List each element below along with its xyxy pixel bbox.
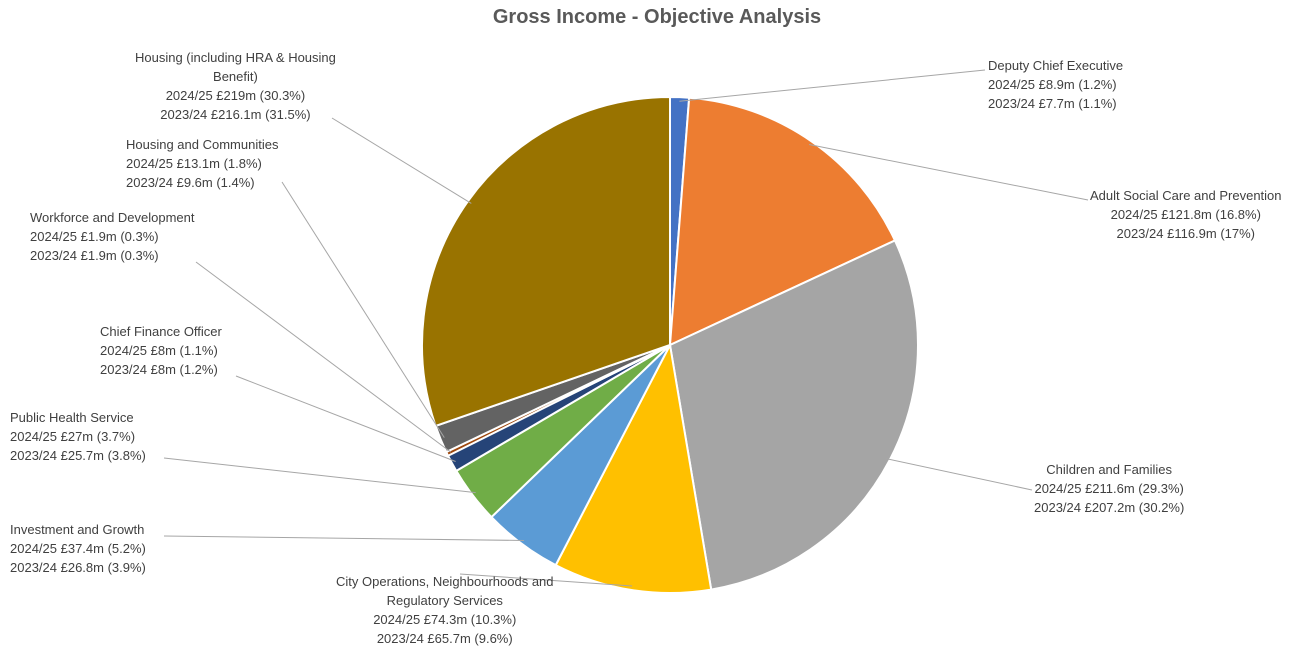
leader-lines bbox=[163, 69, 1089, 587]
leader-line bbox=[163, 535, 525, 541]
slice-label-line: 2024/25 £37.4m (5.2%) bbox=[10, 541, 146, 556]
leader-line bbox=[809, 144, 1089, 201]
slice-label-line: Deputy Chief Executive bbox=[988, 58, 1124, 73]
leader-line bbox=[885, 458, 1033, 491]
slice-label: Deputy Chief Executive 2024/25 £8.9m (1.2… bbox=[988, 56, 1123, 113]
slice-label-line: 2024/25 £1.9m (0.3%) bbox=[30, 229, 159, 244]
slice-label-line: Housing (including HRA & Housing bbox=[135, 50, 336, 65]
pie-slice bbox=[668, 96, 897, 347]
slice-label-line: 2024/25 £13.1m (1.8%) bbox=[126, 156, 262, 171]
slice-label: Housing and Communities 2024/25 £13.1m (1… bbox=[126, 135, 278, 192]
slice-label-line: Public Health Service bbox=[10, 410, 134, 425]
slice-label-line: 2023/24 £1.9m (0.3%) bbox=[30, 248, 159, 263]
slice-label-line: 2023/24 £65.7m (9.6%) bbox=[376, 631, 513, 646]
slice-label-line: 2023/24 £7.7m (1.1%) bbox=[988, 96, 1117, 111]
slice-label: Children and Families 2024/25 £211.6m (29… bbox=[1034, 460, 1184, 517]
pie-slice bbox=[554, 341, 713, 594]
slice-label-line: 2024/25 £219m (30.3%) bbox=[165, 88, 306, 103]
slice-label-line: 2023/24 £25.7m (3.8%) bbox=[10, 448, 146, 463]
slice-label-line: Regulatory Services bbox=[386, 593, 503, 608]
slice-label-line: 2024/25 £27m (3.7%) bbox=[10, 429, 136, 444]
slice-label-line: 2024/25 £8.9m (1.2%) bbox=[988, 77, 1117, 92]
slice-label: Housing (including HRA & Housing Benefit)… bbox=[135, 48, 336, 124]
slice-label-line: 2023/24 £207.2m (30.2%) bbox=[1034, 500, 1185, 515]
slice-label-line: 2024/25 £211.6m (29.3%) bbox=[1034, 481, 1184, 496]
slice-label-line: 2024/25 £121.8m (16.8%) bbox=[1110, 207, 1261, 222]
slice-label-line: Children and Families bbox=[1046, 462, 1173, 477]
leader-line bbox=[459, 573, 633, 587]
slice-label: Workforce and Development 2024/25 £1.9m (… bbox=[30, 208, 195, 265]
slice-label: City Operations, Neighbourhoods and Regul… bbox=[336, 572, 554, 648]
slice-label-line: City Operations, Neighbourhoods and bbox=[336, 574, 554, 589]
chart-title: Gross Income - Objective Analysis bbox=[492, 6, 822, 28]
slice-label-line: Adult Social Care and Prevention bbox=[1090, 188, 1282, 203]
slice-label-line: Benefit) bbox=[213, 69, 258, 84]
pie-slices bbox=[421, 95, 919, 594]
slice-label-line: 2023/24 £216.1m (31.5%) bbox=[160, 107, 311, 122]
leader-line bbox=[281, 181, 445, 438]
slice-label-line: Chief Finance Officer bbox=[100, 324, 222, 339]
leader-line bbox=[235, 375, 456, 462]
slice-label-line: 2023/24 £8m (1.2%) bbox=[100, 362, 218, 377]
slice-label-line: Housing and Communities bbox=[126, 137, 279, 152]
leader-line bbox=[679, 69, 986, 102]
slice-label: Adult Social Care and Prevention 2024/25 … bbox=[1090, 186, 1282, 243]
slice-label-line: 2024/25 £74.3m (10.3%) bbox=[373, 612, 517, 627]
leader-line bbox=[331, 117, 472, 204]
slice-label: Investment and Growth 2024/25 £37.4m (5.2… bbox=[10, 520, 146, 577]
slice-label-line: 2023/24 £26.8m (3.9%) bbox=[10, 560, 146, 575]
slice-label-line: Investment and Growth bbox=[10, 522, 145, 537]
leader-line bbox=[163, 457, 476, 494]
slice-label-line: 2023/24 £116.9m (17%) bbox=[1116, 226, 1256, 241]
pie-slice bbox=[668, 239, 919, 591]
slice-label-line: Workforce and Development bbox=[30, 210, 195, 225]
slice-label: Chief Finance Officer 2024/25 £8m (1.1%) 2… bbox=[100, 322, 222, 379]
leader-line bbox=[195, 261, 452, 453]
slice-label-line: 2024/25 £8m (1.1%) bbox=[100, 343, 218, 358]
slice-label-line: 2023/24 £9.6m (1.4%) bbox=[126, 175, 255, 190]
slice-label: Public Health Service 2024/25 £27m (3.7%)… bbox=[10, 408, 146, 465]
